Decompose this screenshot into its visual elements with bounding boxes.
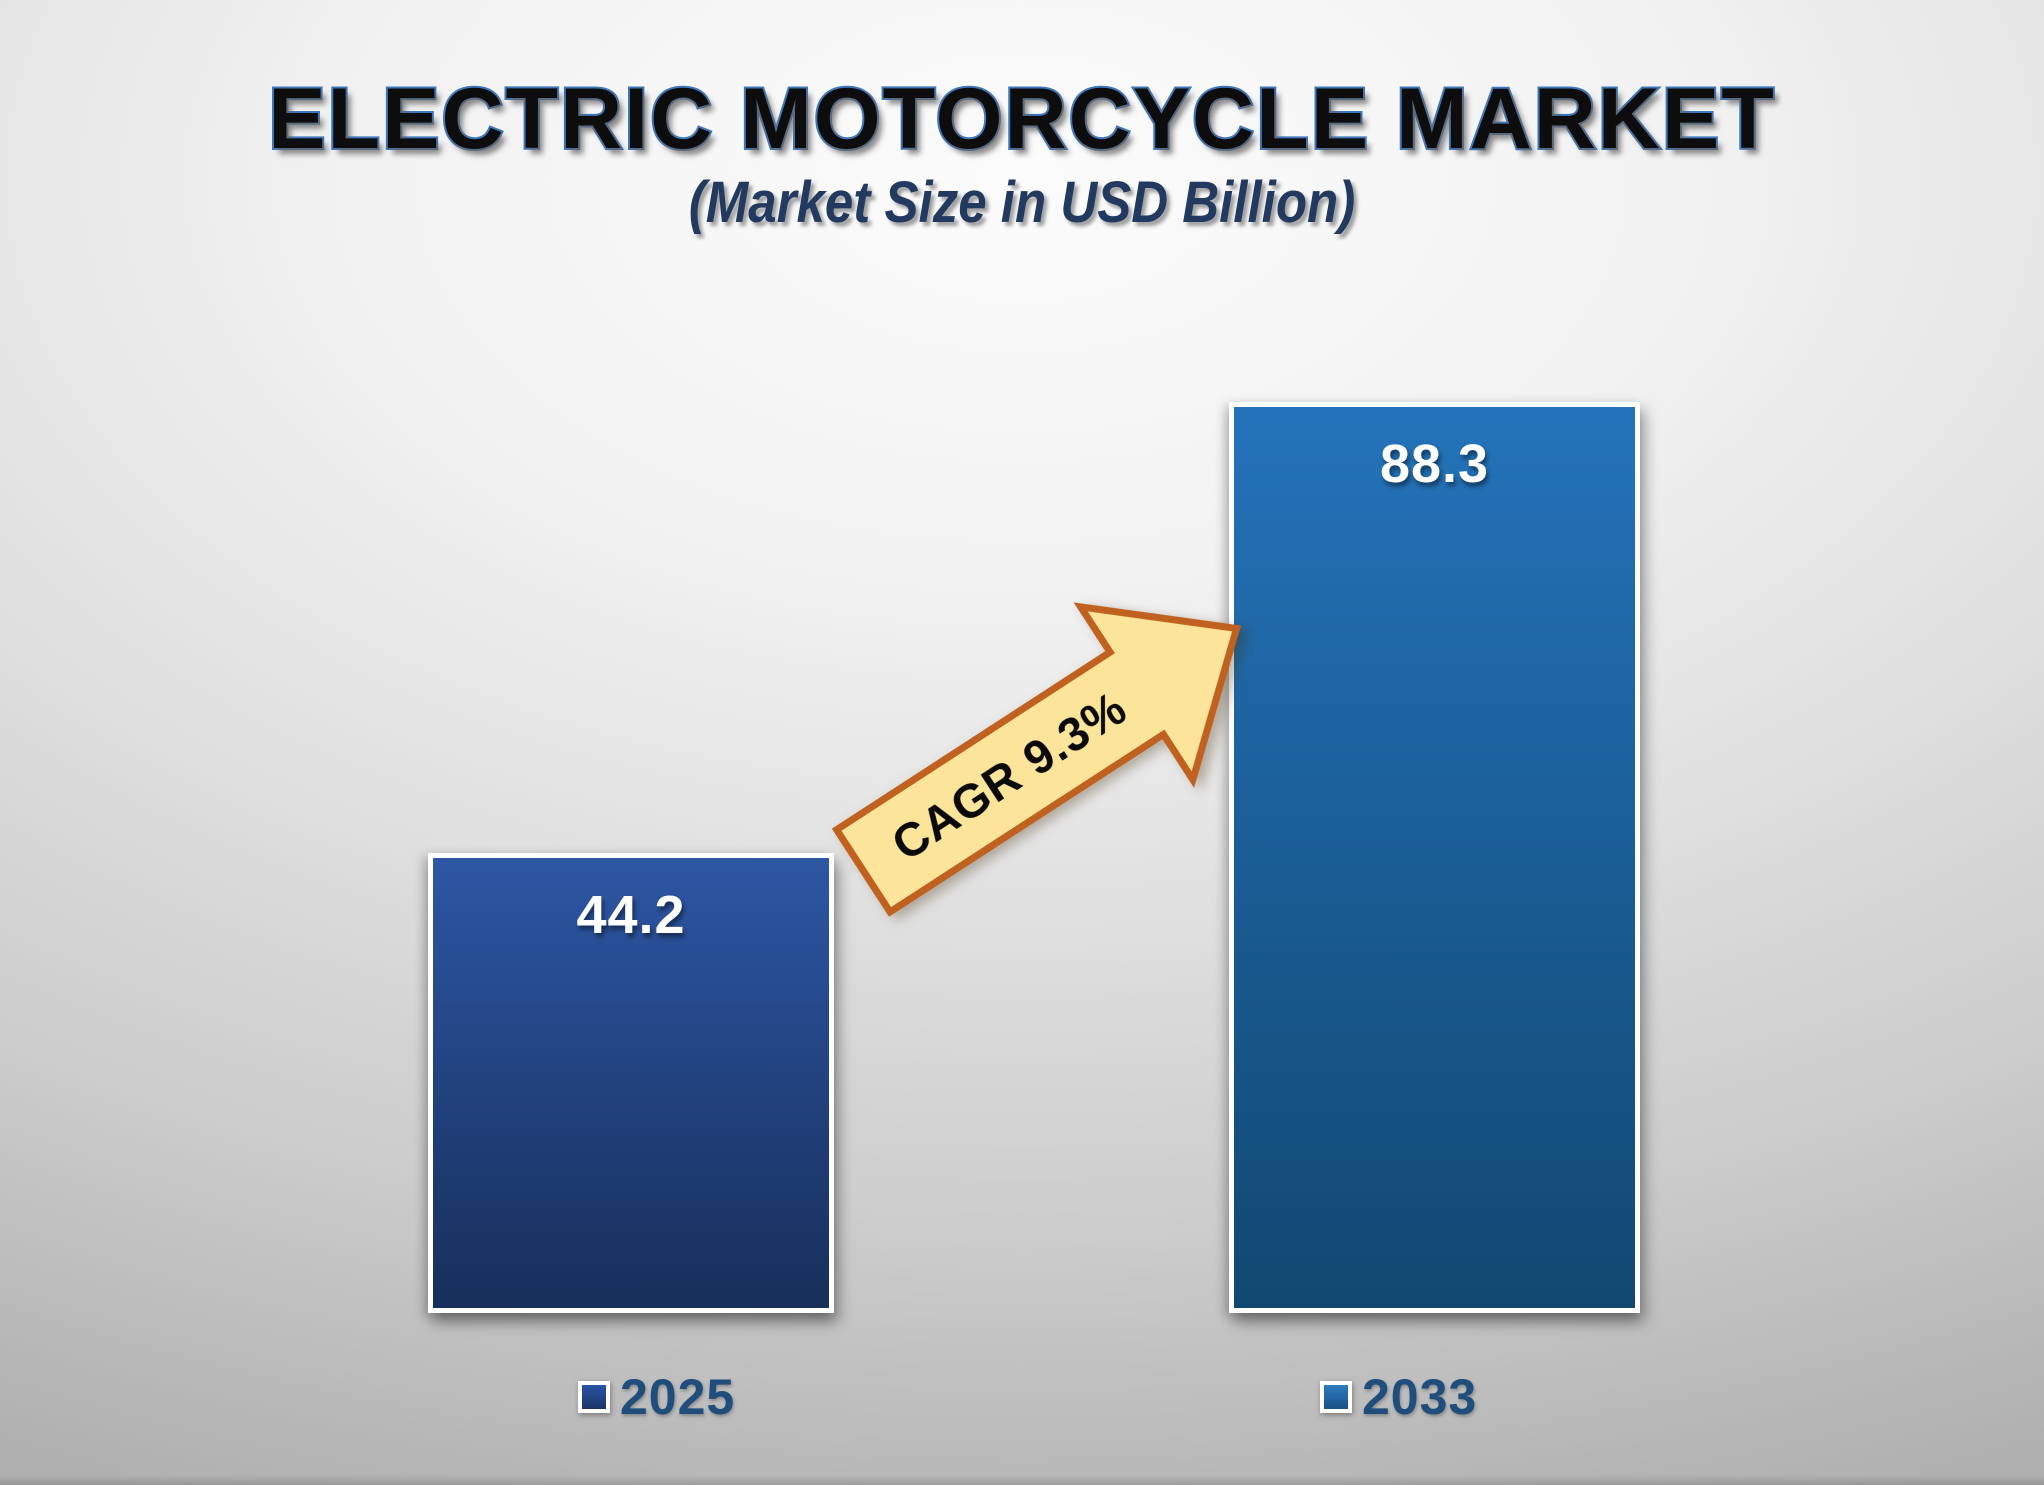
cagr-arrow-canvas: CAGR 9.3% <box>831 602 1242 917</box>
up-right-arrow-icon <box>831 602 1242 917</box>
legend-swatch-2025-icon <box>578 1381 610 1413</box>
legend-swatch-2033-icon <box>1320 1381 1352 1413</box>
legend-label-2033: 2033 <box>1362 1369 1478 1425</box>
legend-item-2025: 2025 <box>578 1372 735 1422</box>
bar-value-2033: 88.3 <box>1379 434 1490 494</box>
bar-value-2025: 44.2 <box>576 885 686 945</box>
chart-subtitle: (Market Size in USD Billion) <box>688 170 1356 235</box>
legend-label-2025: 2025 <box>620 1369 736 1425</box>
bottom-edge-shadow <box>0 1475 2044 1485</box>
legend-item-2033: 2033 <box>1320 1372 1477 1422</box>
bar-2025: 44.2 <box>428 853 834 1313</box>
cagr-growth-arrow: CAGR 9.3% <box>797 529 1304 970</box>
bar-2033: 88.3 <box>1229 402 1640 1313</box>
chart-title: ELECTRIC MOTORCYCLE MARKET <box>266 71 1776 167</box>
